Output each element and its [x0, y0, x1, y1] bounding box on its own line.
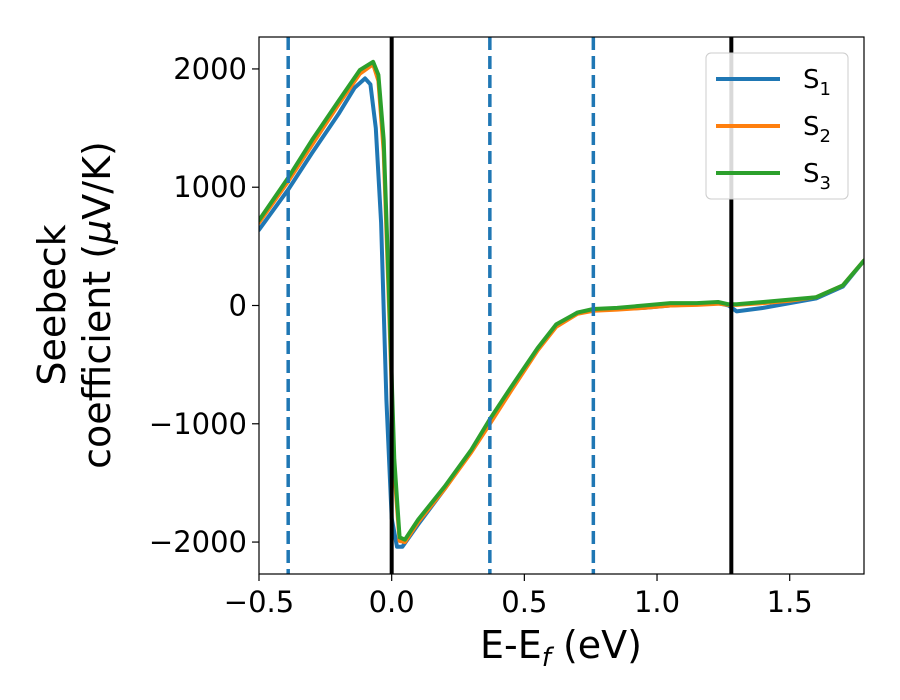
x-axis-title: E-Ef (eV): [480, 623, 642, 673]
x-tick-label: 0.5: [501, 585, 547, 619]
y-axis-title-line2: coefficient (μV/K): [75, 141, 119, 469]
legend-label-s1: S1: [803, 65, 831, 100]
y-tick-label: −2000: [149, 525, 247, 559]
y-axis-title: Seebeck coefficient (μV/K): [30, 141, 119, 469]
x-axis-title-suffix: (eV): [551, 623, 642, 667]
x-tick-label: 1.0: [634, 585, 680, 619]
y-axis-title-line2-suffix: V/K): [75, 141, 119, 220]
x-tick-label: 0.0: [369, 585, 415, 619]
x-tick-label: 1.5: [767, 585, 813, 619]
y-axis-title-line1: Seebeck: [30, 224, 74, 385]
legend-label-s2: S2: [803, 112, 831, 147]
x-axis: −0.5 0.0 0.5 1.0 1.5: [224, 574, 813, 619]
y-tick-label: 2000: [173, 52, 247, 86]
x-axis-title-main: E-E: [480, 623, 542, 667]
legend-label-s3: S3: [803, 159, 831, 194]
y-tick-label: 1000: [173, 170, 247, 204]
series-line-s3: [259, 59, 864, 542]
y-tick-label: 0: [229, 289, 247, 323]
y-axis-title-mu: μ: [75, 220, 119, 245]
y-axis-title-line2-prefix: coefficient (: [75, 244, 119, 469]
legend: S1 S2 S3: [705, 52, 849, 200]
y-axis: −2000 −1000 0 1000 2000: [149, 52, 259, 559]
x-tick-label: −0.5: [224, 585, 294, 619]
y-tick-label: −1000: [149, 407, 247, 441]
